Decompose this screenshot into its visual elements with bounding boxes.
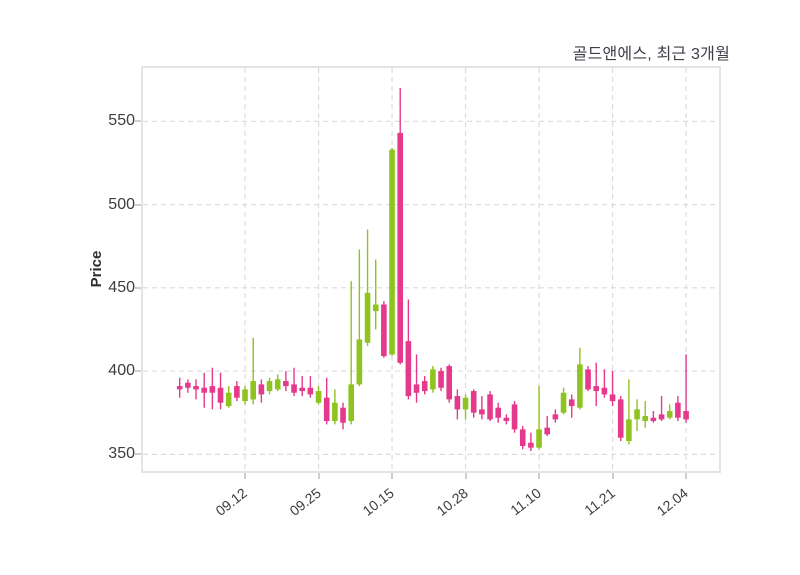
x-tick-mark	[538, 473, 541, 479]
candle-body	[348, 384, 355, 422]
candle-body	[242, 389, 248, 402]
candle-body	[234, 386, 240, 398]
candle-body	[185, 382, 191, 388]
candle-body	[601, 387, 608, 395]
x-tick-label: 11.10	[507, 484, 544, 519]
x-tick-mark	[244, 473, 247, 479]
candle-body	[176, 386, 183, 390]
candle-body	[421, 381, 428, 392]
candle-body	[209, 386, 216, 393]
candle-body	[544, 427, 551, 435]
candle-body	[503, 417, 510, 422]
candle-body	[666, 411, 673, 418]
y-tick-mark	[135, 120, 141, 123]
candle-body	[462, 397, 469, 410]
x-tick-label: 10.15	[359, 484, 397, 519]
candle-body	[487, 394, 493, 420]
candle-body	[675, 402, 681, 418]
candle-body	[250, 381, 257, 400]
y-tick-mark	[135, 370, 141, 373]
x-tick-mark	[611, 473, 614, 479]
candle-body	[634, 409, 640, 420]
candle-body	[283, 381, 289, 387]
candle-body	[593, 386, 600, 392]
candle-body	[511, 404, 518, 430]
candle-body	[626, 419, 632, 442]
candle-body	[658, 414, 665, 420]
candle-body	[397, 132, 404, 363]
candle-body	[552, 414, 559, 420]
candle-body	[642, 416, 649, 422]
candle-body	[585, 369, 591, 390]
y-tick-mark	[135, 203, 141, 206]
y-tick-label: 450	[108, 278, 135, 296]
candle-body	[577, 364, 583, 408]
candle-body	[389, 149, 395, 355]
candle-body	[683, 411, 689, 420]
candle-body	[291, 384, 297, 393]
candle-body	[470, 391, 477, 413]
candle-body	[364, 292, 371, 343]
x-tick-mark	[317, 473, 320, 479]
plot-area	[141, 66, 721, 473]
candle-body	[266, 381, 273, 392]
candle-body	[217, 387, 224, 403]
candle-body	[495, 407, 502, 418]
y-tick-label: 550	[108, 112, 135, 130]
candle-body	[193, 386, 199, 390]
x-tick-mark	[391, 473, 394, 479]
candle-body	[258, 384, 265, 395]
candle-body	[323, 397, 330, 422]
candle-body	[617, 399, 624, 438]
candle-body	[609, 394, 616, 402]
x-tick-label: 09.25	[285, 484, 324, 519]
candle-body	[536, 429, 542, 448]
candle-body	[568, 399, 575, 407]
candle-body	[201, 387, 208, 393]
candle-body	[381, 304, 387, 357]
candle-body	[650, 417, 657, 422]
chart-title: 골드앤에스, 최근 3개월	[572, 46, 730, 63]
candle-body	[446, 366, 453, 400]
candle-body	[479, 409, 485, 415]
candle-body	[519, 429, 526, 447]
candle-body	[299, 387, 306, 392]
x-tick-mark	[464, 473, 467, 479]
candle-body	[560, 392, 567, 413]
candle-body	[413, 384, 420, 393]
candle-body	[340, 407, 346, 423]
x-tick-label: 09.12	[212, 484, 250, 519]
x-tick-label: 11.21	[580, 484, 618, 519]
candle-body	[307, 387, 314, 395]
x-tick-label: 10.28	[432, 484, 471, 519]
candle-body	[274, 379, 281, 390]
y-tick-label: 500	[108, 195, 135, 213]
y-tick-label: 400	[108, 362, 135, 380]
x-tick-mark	[685, 473, 688, 479]
candle-body	[372, 304, 379, 312]
y-tick-label: 350	[108, 445, 135, 463]
candle-body	[454, 396, 461, 410]
y-tick-mark	[135, 286, 141, 289]
candle-body	[438, 371, 444, 388]
candle-body	[430, 369, 436, 390]
candle-body	[225, 392, 232, 407]
candle-body	[405, 341, 412, 397]
candle-body	[315, 391, 322, 403]
candle-body	[528, 442, 534, 448]
candle-body	[356, 339, 363, 385]
chart-svg	[143, 68, 719, 471]
y-tick-mark	[135, 453, 141, 456]
candle-body	[332, 402, 338, 422]
x-tick-label: 12.04	[653, 484, 691, 519]
